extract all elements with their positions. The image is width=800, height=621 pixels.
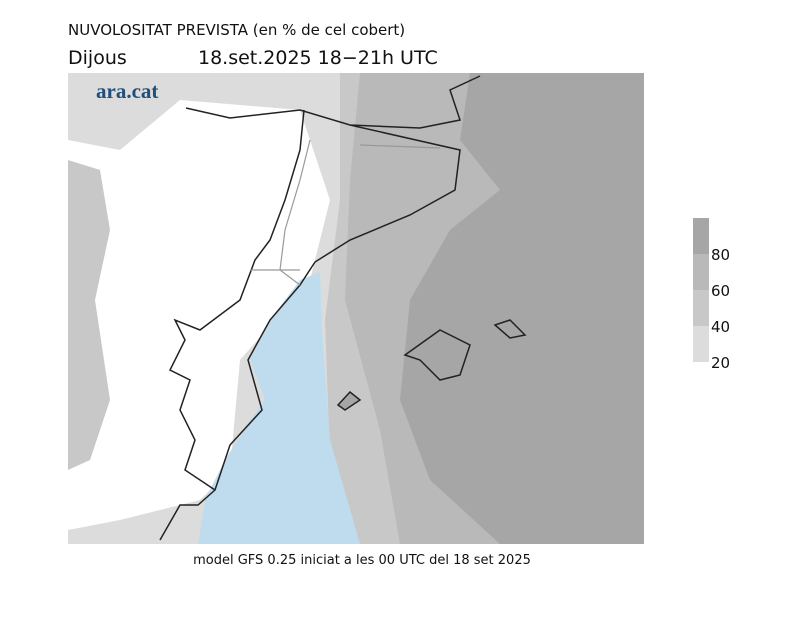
map-title: NUVOLOSITAT PREVISTA (en % de cel cobert… (68, 21, 405, 39)
logo: ara.cat (96, 79, 158, 103)
legend-swatch (693, 218, 709, 254)
legend: 20 40 60 80 (693, 218, 730, 372)
map-period: 18.set.2025 18−21h UTC (198, 47, 438, 69)
legend-swatch (693, 326, 709, 362)
footer: model GFS 0.25 iniciat a les 00 UTC del … (193, 553, 531, 568)
map-area (68, 73, 644, 544)
legend-swatch (693, 290, 709, 326)
legend-label: 80 (711, 246, 730, 264)
legend-label: 20 (711, 354, 730, 372)
legend-label: 60 (711, 282, 730, 300)
map-day: Dijous (68, 47, 127, 69)
legend-swatch (693, 254, 709, 290)
legend-label: 40 (711, 318, 730, 336)
